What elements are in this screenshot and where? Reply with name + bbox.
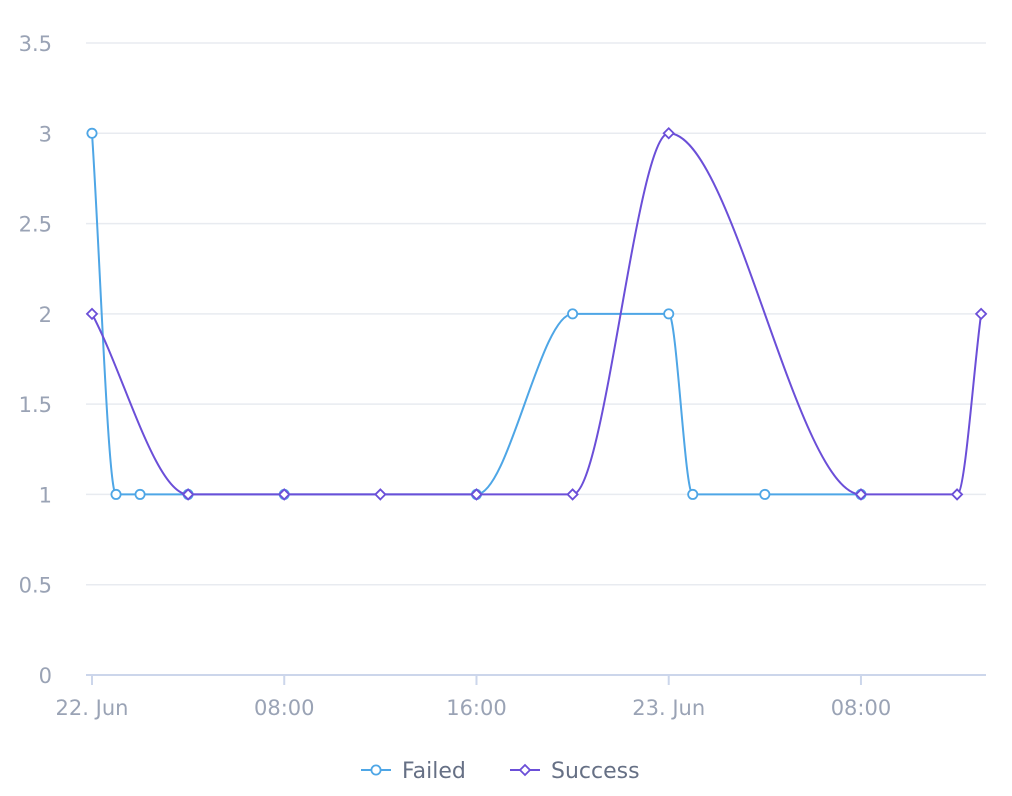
data-point-failed[interactable] [759, 488, 771, 500]
data-point-failed[interactable] [663, 308, 675, 320]
legend[interactable]: Failed Success [361, 759, 640, 784]
data-point-failed[interactable] [687, 488, 699, 500]
data-point-success[interactable] [950, 488, 964, 501]
y-tick-label: 3.5 [19, 32, 52, 56]
data-point-failed[interactable] [134, 488, 146, 500]
series-success [85, 127, 988, 501]
legend-item-failed[interactable]: Failed [361, 759, 466, 784]
data-point-success[interactable] [85, 307, 99, 321]
legend-marker-failed[interactable] [370, 764, 382, 776]
x-tick-label: 23. Jun [632, 696, 705, 720]
legend-label: Success [551, 759, 640, 784]
data-point-success[interactable] [974, 307, 988, 321]
data-point-failed[interactable] [86, 127, 98, 139]
legend-item-success[interactable]: Success [510, 759, 640, 784]
axis-layer: 0 0.5 1 1.5 2 2.5 3 3.5 22. Jun 08:00 16:00 23. Jun… [19, 32, 986, 720]
data-point-success[interactable] [854, 488, 868, 501]
data-point-success[interactable] [181, 488, 195, 501]
series-line-success [91, 132, 983, 496]
x-tick-label: 08:00 [254, 696, 315, 720]
x-tick-label: 16:00 [446, 696, 507, 720]
y-tick-label: 0.5 [19, 574, 52, 598]
x-tick-label: 22. Jun [56, 696, 129, 720]
data-point-success[interactable] [470, 488, 483, 501]
data-point-success[interactable] [374, 488, 387, 501]
series-layer [85, 127, 988, 501]
data-point-success[interactable] [566, 488, 579, 501]
y-tick-label: 1 [39, 483, 52, 507]
y-tick-label: 3 [39, 122, 52, 146]
data-point-success[interactable] [277, 488, 291, 501]
y-tick-label: 1.5 [19, 393, 52, 417]
grid-layer [86, 42, 986, 586]
data-point-failed[interactable] [567, 308, 579, 320]
legend-label: Failed [402, 759, 466, 784]
y-tick-label: 0 [39, 664, 52, 688]
x-tick-label: 08:00 [831, 696, 892, 720]
y-tick-label: 2 [39, 303, 52, 327]
data-point-failed[interactable] [110, 488, 122, 500]
y-tick-label: 2.5 [19, 213, 52, 237]
data-point-success[interactable] [662, 127, 675, 140]
legend-marker-success[interactable] [518, 763, 532, 777]
